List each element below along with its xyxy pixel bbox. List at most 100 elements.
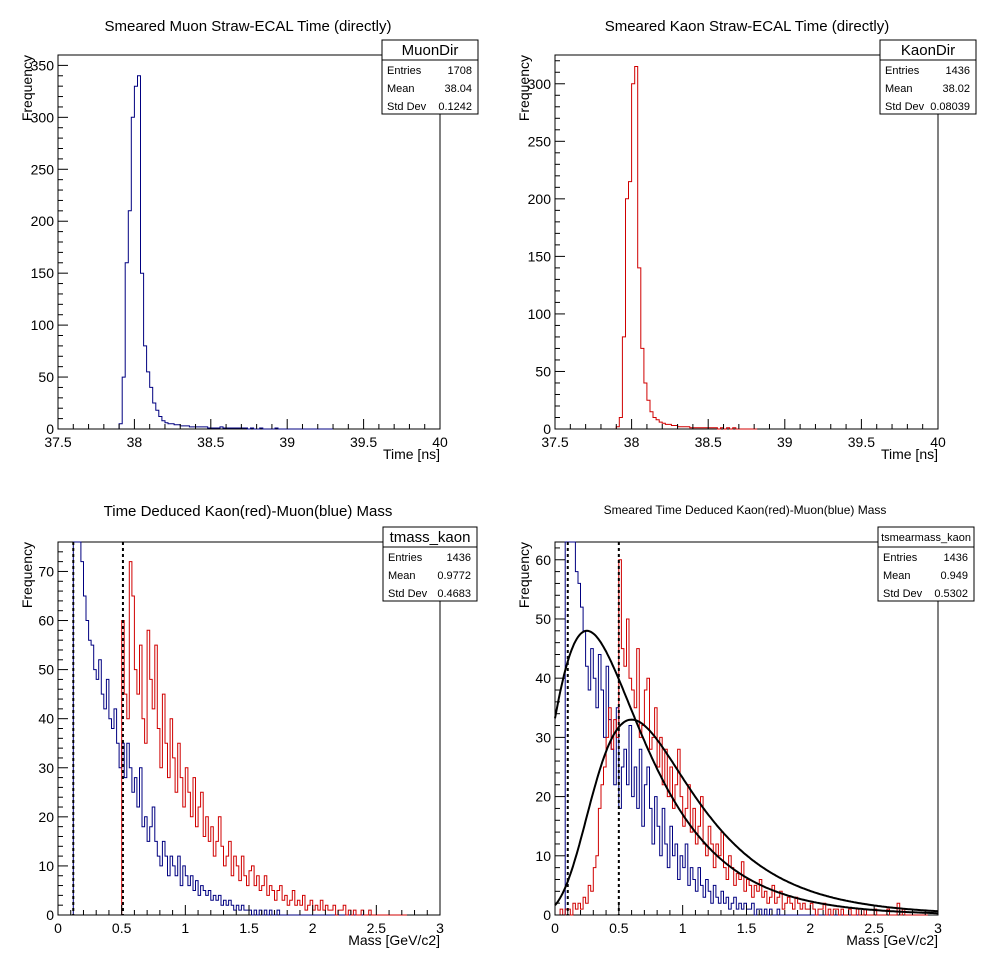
chart-title: Smeared Muon Straw-ECAL Time (directly): [104, 18, 391, 35]
stats-label-mean: Mean: [885, 83, 913, 95]
stats-label-entries: Entries: [388, 552, 423, 564]
histogram-series-0: [72, 541, 369, 916]
y-tick-label: 30: [535, 729, 551, 745]
stats-box-name: MuonDir: [402, 42, 459, 59]
marks-layer: [554, 541, 939, 916]
stats-box-name: tmass_kaon: [390, 529, 471, 546]
stats-value-entries: 1436: [944, 552, 968, 564]
x-tick-label: 39.5: [848, 434, 875, 450]
x-tick-label: 1: [181, 920, 189, 936]
x-axis-label: Mass [GeV/c2]: [846, 932, 938, 948]
marks-layer: [72, 541, 407, 916]
x-tick-label: 2: [806, 920, 814, 936]
stats-value-entries: 1436: [946, 65, 970, 77]
stats-value-entries: 1708: [448, 65, 472, 77]
marks-layer: [615, 66, 758, 430]
y-tick-label: 350: [31, 57, 55, 73]
y-axis-label: Frequency: [19, 542, 35, 608]
y-tick-label: 50: [38, 662, 54, 678]
y-tick-label: 200: [528, 191, 552, 207]
y-tick-label: 0: [46, 907, 54, 923]
y-tick-label: 50: [535, 611, 551, 627]
x-tick-label: 39: [279, 434, 295, 450]
y-axis-label: Frequency: [516, 542, 532, 608]
x-tick-label: 39.5: [350, 434, 377, 450]
y-tick-label: 150: [31, 265, 55, 281]
x-tick-label: 0.5: [609, 920, 629, 936]
stats-value-stddev: 0.4683: [437, 588, 471, 600]
histogram-series-0: [564, 541, 862, 916]
x-tick-label: 0: [54, 920, 62, 936]
stats-label-mean: Mean: [387, 83, 415, 95]
stats-box-name: KaonDir: [901, 42, 955, 59]
y-tick-label: 40: [535, 670, 551, 686]
y-tick-label: 300: [31, 109, 55, 125]
x-axis-label: Time [ns]: [881, 446, 938, 462]
stats-label-mean: Mean: [883, 570, 911, 582]
y-tick-label: 70: [38, 563, 54, 579]
x-tick-label: 3: [436, 920, 444, 936]
kaon-time-histogram-panel: Smeared Kaon Straw-ECAL Time (directly) …: [516, 18, 977, 462]
y-tick-label: 100: [31, 317, 55, 333]
histogram-series-0: [118, 75, 333, 430]
y-tick-label: 0: [543, 421, 551, 437]
stats-label-stddev: Std Dev: [883, 588, 923, 600]
histogram-series-1: [559, 559, 928, 916]
x-tick-label: 37.5: [44, 434, 71, 450]
x-tick-label: 38.5: [197, 434, 224, 450]
stats-box-name: tsmearmass_kaon: [881, 532, 971, 544]
chart-title: Smeared Kaon Straw-ECAL Time (directly): [605, 18, 890, 35]
x-tick-label: 3: [934, 920, 942, 936]
mass-histogram-panel: Time Deduced Kaon(red)-Muon(blue) Mass 0…: [19, 503, 478, 948]
stats-label-stddev: Std Dev: [885, 101, 925, 113]
y-tick-label: 20: [535, 789, 551, 805]
y-tick-label: 10: [38, 858, 54, 874]
y-tick-label: 250: [31, 161, 55, 177]
x-tick-label: 38: [624, 434, 640, 450]
y-axis-label: Frequency: [516, 55, 532, 121]
stats-value-mean: 38.04: [444, 83, 472, 95]
stats-value-mean: 38.02: [942, 83, 970, 95]
muon-time-histogram-panel: Smeared Muon Straw-ECAL Time (directly) …: [19, 18, 479, 462]
stats-value-mean: 0.9772: [437, 570, 471, 582]
x-axis-label: Mass [GeV/c2]: [348, 932, 440, 948]
y-tick-label: 150: [528, 248, 552, 264]
x-tick-label: 38: [127, 434, 143, 450]
y-tick-label: 40: [38, 711, 54, 727]
x-tick-label: 39: [777, 434, 793, 450]
stats-label-entries: Entries: [885, 65, 920, 77]
stats-value-stddev: 0.08039: [930, 101, 970, 113]
x-tick-label: 38.5: [695, 434, 722, 450]
stats-label-stddev: Std Dev: [388, 588, 428, 600]
chart-title: Smeared Time Deduced Kaon(red)-Muon(blue…: [604, 503, 887, 517]
stats-box: tmass_kaon Entries 1436 Mean 0.9772 Std …: [382, 526, 478, 602]
x-tick-label: 40: [930, 434, 946, 450]
chart-title: Time Deduced Kaon(red)-Muon(blue) Mass: [104, 503, 393, 520]
y-tick-label: 10: [535, 848, 551, 864]
fit-curve-0: [554, 629, 938, 915]
y-tick-label: 250: [528, 133, 552, 149]
histogram-series-0: [615, 66, 758, 430]
stats-box: MuonDir Entries 1708 Mean 38.04 Std Dev …: [381, 39, 479, 115]
marks-layer: [118, 75, 333, 430]
y-tick-label: 0: [543, 907, 551, 923]
axes-layer: 37.5 38 38.5 39 39.5 40 0 50 100 150 200 250 300: [528, 60, 946, 450]
y-tick-label: 300: [528, 76, 552, 92]
stats-value-entries: 1436: [447, 552, 471, 564]
y-tick-label: 100: [528, 306, 552, 322]
stats-box: tsmearmass_kaon Entries 1436 Mean 0.949 …: [877, 526, 975, 602]
stats-label-entries: Entries: [387, 65, 422, 77]
y-axis-label: Frequency: [19, 55, 35, 121]
x-tick-label: 2: [309, 920, 317, 936]
stats-box: KaonDir Entries 1436 Mean 38.02 Std Dev …: [879, 39, 977, 115]
y-tick-label: 50: [38, 369, 54, 385]
x-tick-label: 40: [432, 434, 448, 450]
y-tick-label: 30: [38, 760, 54, 776]
x-tick-label: 1: [679, 920, 687, 936]
x-tick-label: 37.5: [541, 434, 568, 450]
x-axis-label: Time [ns]: [383, 446, 440, 462]
stats-label-entries: Entries: [883, 552, 918, 564]
